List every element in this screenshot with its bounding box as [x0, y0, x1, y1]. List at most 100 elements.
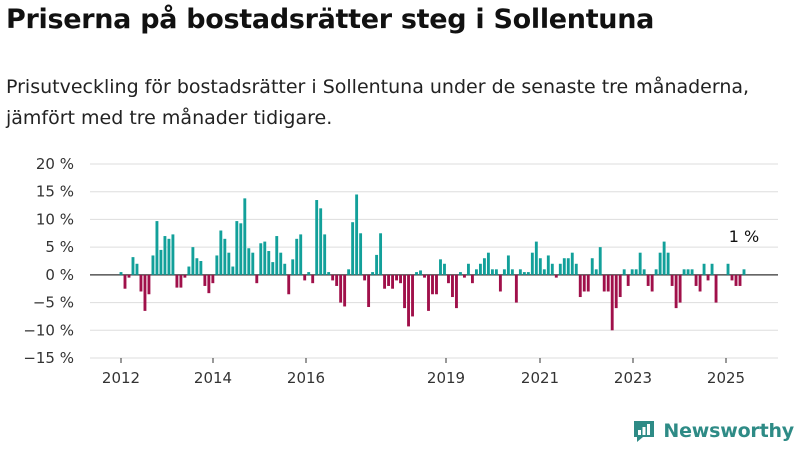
x-tick-label: 2023 [614, 369, 652, 387]
bar [415, 272, 418, 275]
x-tick-label: 2021 [521, 369, 559, 387]
bar [690, 269, 694, 275]
bar [662, 241, 666, 275]
bar [123, 274, 127, 289]
bar [542, 269, 546, 275]
bar [622, 269, 626, 275]
chart-subtitle: Prisutveckling för bostadsrätter i Solle… [6, 76, 750, 129]
bar [199, 261, 203, 275]
bar [231, 266, 235, 275]
bar [710, 263, 714, 275]
bar [455, 274, 458, 309]
bar [371, 272, 375, 275]
y-tick-label: 0 % [45, 266, 74, 284]
bar [566, 258, 570, 275]
bar [275, 236, 279, 275]
bar [363, 274, 367, 281]
bar [570, 252, 574, 275]
bar [431, 274, 434, 295]
bar [682, 269, 686, 275]
bar [283, 263, 287, 275]
x-tick-label: 2025 [707, 369, 745, 387]
bar [526, 272, 530, 275]
bar [670, 274, 674, 286]
bar [131, 257, 135, 275]
bar [598, 247, 602, 275]
bar [247, 248, 251, 275]
bar [295, 238, 299, 275]
bar [459, 272, 462, 275]
bar [119, 272, 123, 275]
bar [546, 255, 550, 275]
bar [171, 234, 175, 275]
bar [335, 274, 339, 286]
bar [550, 263, 554, 275]
bar [167, 238, 171, 275]
bar [307, 272, 311, 275]
bar [323, 234, 327, 275]
bar [347, 269, 351, 275]
bar [439, 259, 442, 275]
y-tick-label: −15 % [23, 349, 74, 367]
bar [738, 274, 742, 286]
bar [646, 274, 650, 286]
bar [319, 208, 323, 275]
bar [271, 262, 275, 275]
x-tick-label: 2014 [194, 369, 232, 387]
bar [486, 252, 490, 275]
bar [686, 269, 690, 275]
bar [391, 274, 395, 289]
bar [594, 269, 598, 275]
y-tick-label: 15 % [36, 183, 74, 201]
bar [730, 274, 734, 281]
bar [159, 249, 163, 275]
bar [606, 274, 610, 292]
bar [490, 269, 494, 275]
bar [463, 274, 466, 278]
bar [666, 252, 670, 275]
bar [223, 238, 227, 275]
bar [139, 274, 143, 292]
bar [299, 234, 303, 275]
bar [235, 221, 239, 275]
brand-name: Newsworthy [663, 420, 794, 442]
bar [678, 274, 682, 303]
bar [518, 269, 522, 275]
bar [502, 269, 506, 275]
bar [399, 274, 402, 284]
bar [407, 274, 410, 327]
bar [135, 263, 139, 275]
bar [530, 252, 534, 275]
bar [255, 274, 259, 284]
bar [694, 274, 698, 286]
bar [343, 274, 347, 307]
bar [227, 252, 231, 275]
newsworthy-logo-icon [634, 421, 655, 442]
bar [239, 223, 243, 275]
bar [474, 269, 478, 275]
newsworthy-logo[interactable]: Newsworthy [631, 418, 794, 444]
bar [482, 258, 486, 275]
y-tick-label: 10 % [36, 210, 74, 228]
y-tick-label: 20 % [36, 155, 74, 173]
x-tick-label: 2016 [287, 369, 325, 387]
bar [534, 241, 538, 275]
bar [207, 274, 211, 294]
bar [494, 269, 498, 275]
bar [698, 274, 702, 292]
bar [610, 274, 614, 331]
bar [175, 274, 179, 288]
bar [590, 258, 594, 275]
bar [411, 274, 414, 317]
bars-layer [119, 194, 746, 331]
bar [638, 252, 642, 275]
bar [287, 274, 291, 295]
bar [427, 274, 430, 311]
bar [147, 274, 151, 295]
bar [379, 233, 383, 275]
bar [215, 255, 219, 275]
bar [658, 252, 662, 275]
bar [582, 274, 586, 292]
bar [303, 274, 307, 281]
bar [327, 272, 331, 275]
